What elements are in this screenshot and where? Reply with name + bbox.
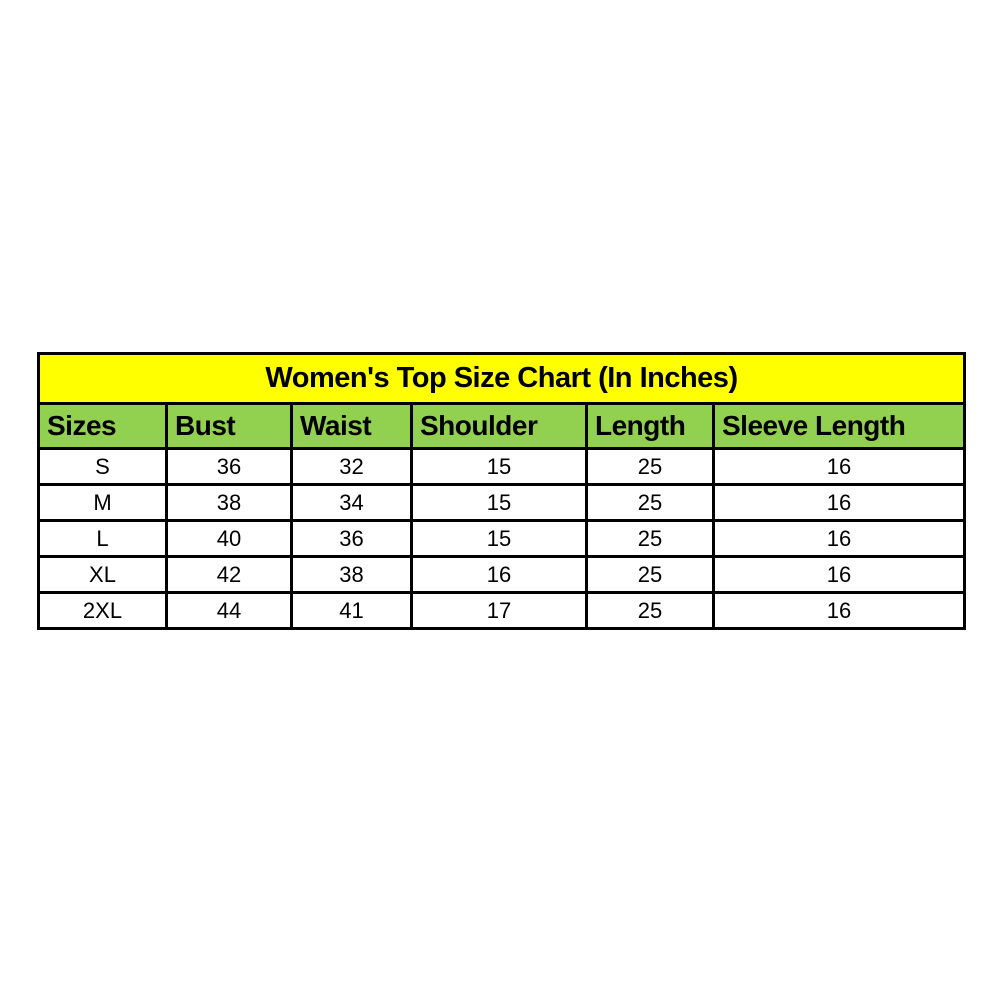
size-label-cell: XL [37,555,168,594]
measurement-cell: 38 [165,483,293,522]
measurement-cell: 16 [712,555,966,594]
measurement-cell: 15 [410,519,588,558]
column-header-shoulder: Shoulder [410,402,588,450]
header-row: Sizes Bust Waist Shoulder Length Sleeve Lengt… [37,402,966,450]
measurement-cell: 38 [290,555,413,594]
measurement-cell: 34 [290,483,413,522]
measurement-cell: 40 [165,519,293,558]
measurement-cell: 16 [712,519,966,558]
measurement-cell: 25 [585,519,715,558]
size-label-cell: 2XL [37,591,168,630]
measurement-cell: 41 [290,591,413,630]
table-body: S 36 32 15 25 16 M 38 34 15 25 16 L 40 36 15 25 16 XL 42 38 1… [37,447,966,630]
measurement-cell: 15 [410,483,588,522]
column-header-sleeve-length: Sleeve Length [712,402,966,450]
measurement-cell: 17 [410,591,588,630]
size-label-cell: M [37,483,168,522]
measurement-cell: 32 [290,447,413,486]
measurement-cell: 25 [585,447,715,486]
measurement-cell: 25 [585,555,715,594]
table-title: Women's Top Size Chart (In Inches) [37,352,966,405]
measurement-cell: 15 [410,447,588,486]
measurement-cell: 16 [410,555,588,594]
size-label-cell: S [37,447,168,486]
table-row: XL 42 38 16 25 16 [37,555,966,594]
measurement-cell: 25 [585,483,715,522]
measurement-cell: 42 [165,555,293,594]
size-chart-table: Women's Top Size Chart (In Inches) Sizes… [37,352,966,630]
table-row: L 40 36 15 25 16 [37,519,966,558]
measurement-cell: 16 [712,591,966,630]
column-header-bust: Bust [165,402,293,450]
measurement-cell: 16 [712,447,966,486]
measurement-cell: 44 [165,591,293,630]
column-header-waist: Waist [290,402,413,450]
size-label-cell: L [37,519,168,558]
table-row: S 36 32 15 25 16 [37,447,966,486]
measurement-cell: 25 [585,591,715,630]
title-row: Women's Top Size Chart (In Inches) [37,352,966,405]
table-row: M 38 34 15 25 16 [37,483,966,522]
column-header-sizes: Sizes [37,402,168,450]
measurement-cell: 36 [290,519,413,558]
measurement-cell: 16 [712,483,966,522]
column-header-length: Length [585,402,715,450]
table-row: 2XL 44 41 17 25 16 [37,591,966,630]
measurement-cell: 36 [165,447,293,486]
